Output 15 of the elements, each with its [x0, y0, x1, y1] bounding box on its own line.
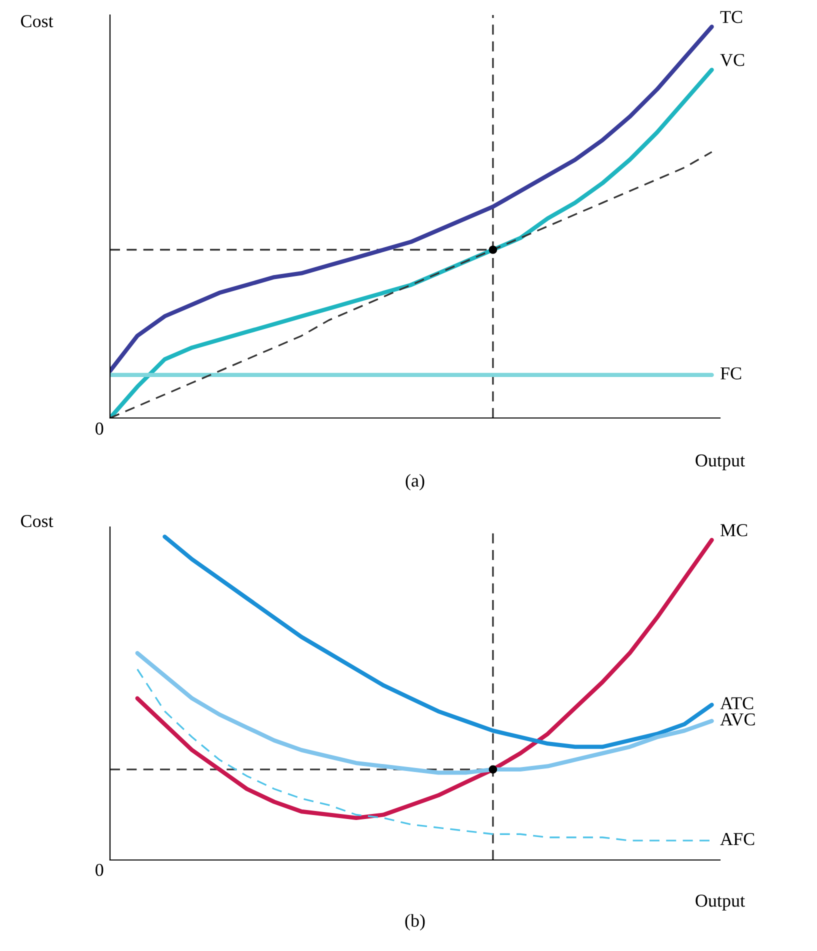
- text: (b): [405, 914, 425, 930]
- x-axis-title: Output: [696, 894, 745, 910]
- series-label: AVC: [720, 713, 755, 726]
- y-axis-title: Cost: [20, 515, 54, 528]
- series-label: ATC: [720, 697, 754, 710]
- series-label: TC: [720, 10, 742, 24]
- text: (a): [406, 474, 424, 490]
- series-label: FC: [720, 367, 742, 380]
- series-label: VC: [720, 54, 744, 66]
- text: 0: [96, 864, 104, 876]
- series-label: AFC: [720, 832, 754, 846]
- series-label: MC: [720, 524, 748, 536]
- x-axis-title: Output: [696, 454, 745, 470]
- y-axis-title: Cost: [20, 15, 54, 28]
- text: 0: [96, 422, 104, 435]
